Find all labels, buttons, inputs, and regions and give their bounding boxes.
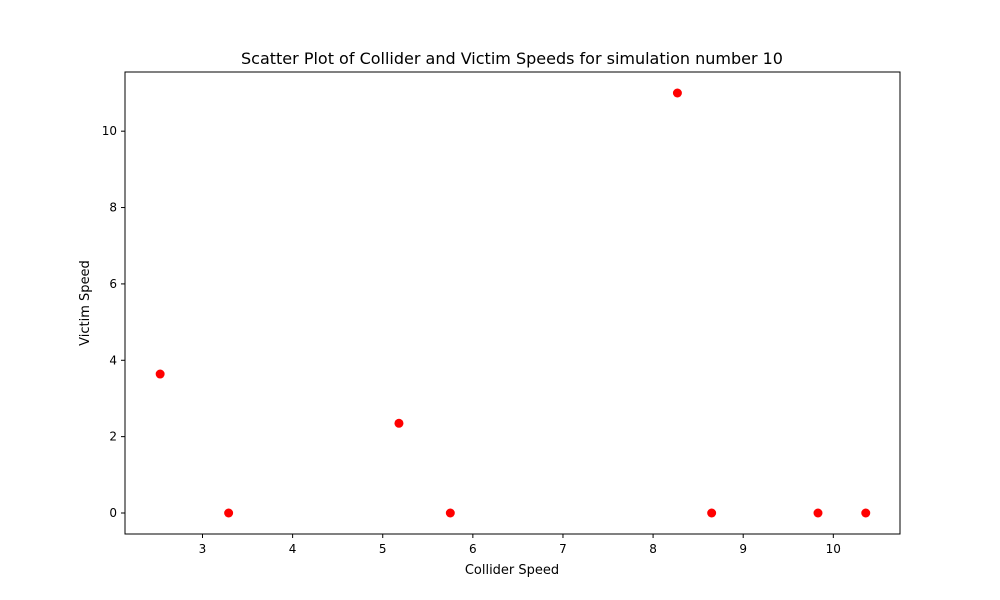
data-point-7 [813,508,823,518]
x-tick-label: 3 [199,542,207,556]
y-tick-label: 4 [109,353,117,367]
y-tick-label: 2 [109,430,117,444]
x-axis-label: Collider Speed [465,563,559,578]
data-point-8 [861,508,871,518]
plot-area-frame [124,71,901,535]
x-tick-label: 9 [739,542,747,556]
y-tick-label: 0 [109,506,117,520]
x-tick-label: 5 [379,542,387,556]
x-tick-label: 10 [826,542,841,556]
x-tick-label: 8 [649,542,657,556]
y-tick-label: 10 [102,124,117,138]
x-tick-label: 6 [469,542,477,556]
points-layer [155,88,871,518]
chart-title: Scatter Plot of Collider and Victim Spee… [241,49,783,68]
x-tick-label: 7 [559,542,567,556]
data-point-5 [672,88,682,98]
data-point-1 [155,369,165,379]
data-point-4 [445,508,455,518]
x-axis-ticks: 3 4 5 6 7 8 9 10 [199,534,841,556]
y-axis-ticks: 0 2 4 6 8 10 [102,124,125,520]
y-tick-label: 8 [109,201,117,215]
data-point-3 [394,418,404,428]
y-tick-label: 6 [109,277,117,291]
data-point-6 [707,508,717,518]
x-tick-label: 4 [289,542,297,556]
y-axis-label: Victim Speed [78,260,93,346]
data-point-2 [224,508,234,518]
